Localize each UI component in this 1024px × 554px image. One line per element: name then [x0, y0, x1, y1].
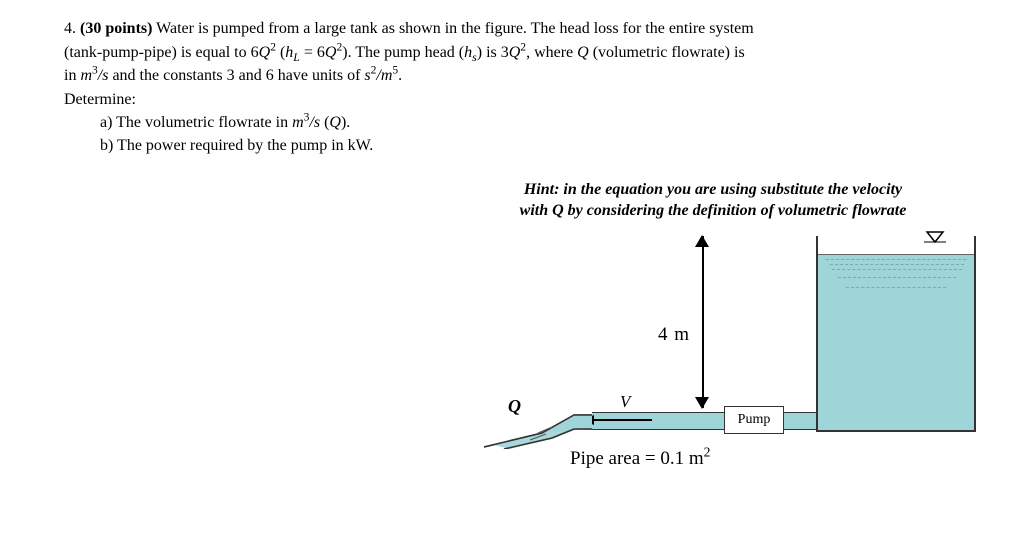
hint-line-2: with Q by considering the definition of … [448, 201, 978, 222]
problem-number: 4. [64, 20, 76, 37]
problem-line-3: in m3/s and the constants 3 and 6 have u… [64, 65, 974, 87]
problem-statement: 4. (30 points) Water is pumped from a la… [64, 18, 974, 157]
problem-line-2: (tank-pump-pipe) is equal to 6Q2 (hL = 6… [64, 42, 974, 64]
wave-line [846, 287, 946, 288]
v-label: V [620, 392, 630, 412]
hint-line-1: Hint: in the equation you are using subs… [448, 180, 978, 201]
pipe-area-label: Pipe area = 0.1 m2 [570, 448, 711, 470]
problem-line-1: 4. (30 points) Water is pumped from a la… [64, 18, 974, 40]
surface-triangle-icon [924, 230, 946, 244]
figure: 4 m Pump V Q Pipe area = 0.1 m2 [506, 236, 976, 498]
wave-line [832, 269, 962, 270]
wave-line [830, 264, 964, 265]
tank [816, 236, 976, 432]
height-dimension-icon [696, 236, 710, 408]
pipe-segment [784, 412, 816, 430]
item-b: b) The power required by the pump in kW. [100, 135, 974, 157]
line1-text: Water is pumped from a large tank as sho… [156, 20, 754, 37]
tank-water [818, 254, 974, 430]
item-a: a) The volumetric flowrate in m3/s (Q). [100, 112, 974, 134]
velocity-arrow-icon [592, 419, 652, 421]
hint-block: Hint: in the equation you are using subs… [448, 180, 978, 222]
sub-list: a) The volumetric flowrate in m3/s (Q). … [64, 112, 974, 156]
wave-line [838, 277, 956, 278]
pipe-segment [592, 412, 724, 430]
nozzle-jet-icon [480, 405, 592, 449]
wave-line [826, 259, 966, 260]
determine-label: Determine: [64, 89, 974, 111]
four-m-label: 4 m [658, 324, 690, 346]
q-label: Q [508, 396, 521, 417]
pump-box: Pump [724, 406, 784, 434]
points-label: (30 points) [80, 20, 152, 37]
